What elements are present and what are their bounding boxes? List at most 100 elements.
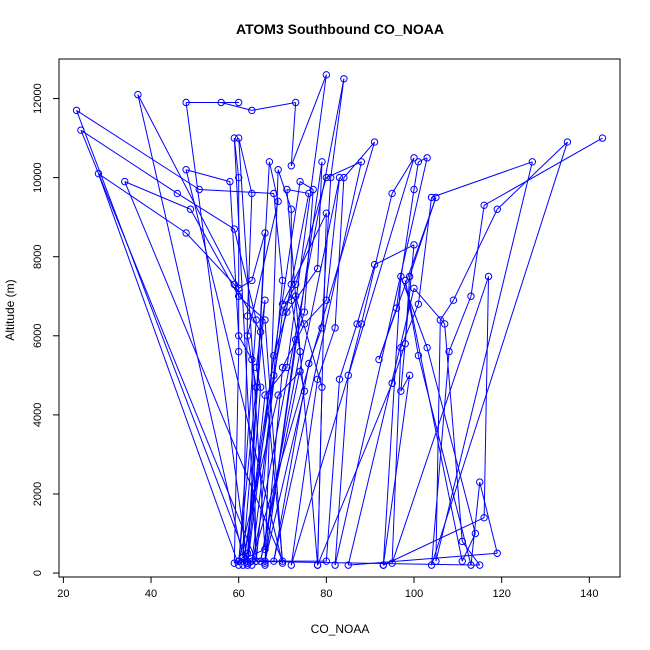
data-point <box>370 138 379 146</box>
data-point <box>340 173 348 182</box>
series-segment <box>185 169 231 183</box>
series-segment <box>286 268 318 313</box>
data-point <box>182 166 190 174</box>
data-point <box>72 106 81 115</box>
data-point <box>414 300 423 308</box>
data-point <box>423 154 431 162</box>
data-point <box>331 324 339 332</box>
series-segment <box>80 129 257 562</box>
data-point <box>287 205 295 213</box>
data-point <box>182 98 190 107</box>
series-segment <box>221 102 252 111</box>
data-point <box>344 561 352 569</box>
series-segment <box>317 383 393 566</box>
data-point <box>261 559 269 567</box>
data-point <box>318 324 326 332</box>
data-point <box>410 241 418 249</box>
data-point <box>335 375 344 383</box>
series-segment <box>356 264 376 325</box>
series-segment <box>325 379 340 562</box>
series-segment <box>76 110 248 562</box>
data-point <box>243 312 252 320</box>
series-segment <box>444 323 463 542</box>
data-point <box>270 557 278 565</box>
data-point <box>234 332 243 340</box>
y-tick-label: 8000 <box>32 244 44 268</box>
series-segment <box>76 109 200 190</box>
series-segment <box>238 387 257 562</box>
data-point <box>252 363 260 372</box>
data-point <box>287 162 295 170</box>
data-point <box>331 561 339 569</box>
data-point <box>388 189 396 198</box>
series-segment <box>374 244 415 266</box>
series-segment <box>238 560 480 566</box>
series-segment <box>246 161 270 566</box>
series-segment <box>470 482 481 566</box>
series-segment <box>233 138 240 178</box>
data-point <box>261 545 269 554</box>
data-point <box>173 189 182 198</box>
data-point <box>256 557 265 565</box>
data-point <box>340 75 348 83</box>
data-point <box>401 276 409 285</box>
series-segment <box>124 181 191 210</box>
data-point <box>261 296 269 304</box>
data-point <box>121 177 129 186</box>
series-segment <box>273 193 284 281</box>
series-segment <box>251 141 376 562</box>
data-point <box>458 537 466 546</box>
series-segment <box>233 138 257 562</box>
data-point <box>270 351 278 360</box>
series-segment <box>80 129 178 194</box>
data-point <box>261 391 269 399</box>
series-segment <box>317 161 323 269</box>
series-segment <box>264 169 279 566</box>
data-point <box>278 559 287 567</box>
series-segment <box>246 201 279 336</box>
series-segment <box>251 102 296 111</box>
series-segment <box>246 335 257 388</box>
data-point <box>322 557 331 565</box>
data-point <box>335 173 344 182</box>
data-point <box>278 308 287 316</box>
series-segment <box>290 193 310 285</box>
series-segment <box>273 311 288 356</box>
x-tick-label: 60 <box>233 588 245 600</box>
data-point <box>283 185 291 194</box>
data-point <box>370 260 379 269</box>
series-segment <box>418 157 428 163</box>
data-point <box>278 276 287 285</box>
data-point <box>410 284 418 293</box>
data-point <box>243 549 252 557</box>
x-tick-label: 100 <box>405 588 423 600</box>
data-point <box>427 193 436 202</box>
series-segment <box>496 141 568 210</box>
data-point <box>300 387 309 395</box>
series-segment <box>334 177 345 328</box>
series-segment <box>439 299 454 321</box>
data-point <box>261 316 269 324</box>
series-segment <box>282 323 305 368</box>
data-point <box>493 205 501 213</box>
series-segment <box>137 94 244 558</box>
series-segment <box>317 387 323 566</box>
data-point <box>287 296 295 304</box>
series-segment <box>233 228 257 321</box>
data-point <box>261 229 269 237</box>
series-segment <box>295 296 323 388</box>
data-point <box>493 549 501 557</box>
data-point <box>248 355 256 364</box>
series-segment <box>238 138 266 550</box>
data-point <box>252 557 260 565</box>
series-segment <box>290 74 327 166</box>
data-point <box>195 185 203 194</box>
data-point <box>344 371 352 380</box>
data-point <box>256 383 265 391</box>
data-point <box>239 561 247 569</box>
data-point <box>327 173 335 182</box>
data-point <box>239 553 247 561</box>
data-point <box>243 559 252 567</box>
data-point <box>322 209 331 217</box>
x-tick-label: 20 <box>57 588 69 600</box>
